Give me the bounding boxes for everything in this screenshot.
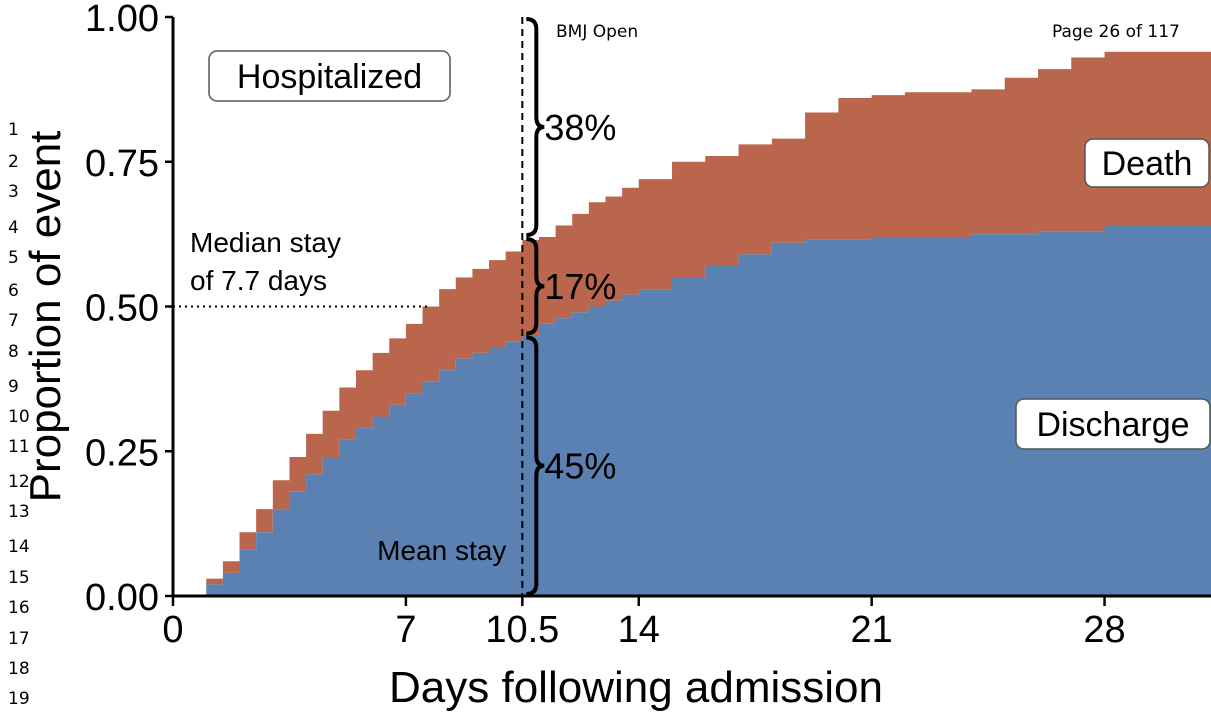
y-axis-title: Proportion of event xyxy=(21,131,70,503)
mean-stay-label: Mean stay xyxy=(377,535,506,566)
y-tick-label: 0.50 xyxy=(85,288,159,330)
x-axis-title: Days following admission xyxy=(389,663,883,712)
line-number: 18 xyxy=(8,659,30,679)
line-number: 6 xyxy=(8,281,19,301)
x-tick-label: 28 xyxy=(1083,609,1125,651)
hospitalized-label-box xyxy=(208,50,451,102)
line-number: 13 xyxy=(8,502,30,522)
line-number: 3 xyxy=(8,182,19,202)
brace-hospitalized xyxy=(526,17,545,238)
median-stay-label: Median stay xyxy=(190,227,341,258)
y-tick-label: 0.25 xyxy=(85,432,159,474)
pct-hospitalized-label: 38% xyxy=(544,107,616,148)
line-number: 11 xyxy=(8,437,30,457)
line-number: 1 xyxy=(8,120,19,140)
line-number: 12 xyxy=(8,472,30,492)
x-tick-label: 7 xyxy=(395,609,416,651)
line-number: 2 xyxy=(8,152,19,172)
x-tick-label: 21 xyxy=(851,609,893,651)
line-number: 7 xyxy=(8,311,19,331)
line-number: 5 xyxy=(8,248,19,268)
page-number: Page 26 of 117 xyxy=(1052,22,1180,42)
line-number: 8 xyxy=(8,342,19,362)
discharge-label-box xyxy=(1015,398,1211,450)
death-label-box xyxy=(1084,138,1210,188)
x-tick-label: 0 xyxy=(162,609,183,651)
y-tick-label: 0.00 xyxy=(85,577,159,619)
x-tick-label: 10.5 xyxy=(485,609,559,651)
median-stay-label: of 7.7 days xyxy=(190,265,327,296)
line-number: 17 xyxy=(8,629,30,649)
line-number: 15 xyxy=(8,568,30,588)
discharge-label: Discharge xyxy=(1036,406,1189,444)
y-tick-label: 0.75 xyxy=(85,143,159,185)
y-tick-label: 1.00 xyxy=(85,0,159,40)
death-area xyxy=(173,17,1211,596)
death-label: Death xyxy=(1102,145,1193,183)
line-number: 14 xyxy=(8,537,30,557)
line-number: 16 xyxy=(8,598,30,618)
hospitalized-label: Hospitalized xyxy=(237,58,422,96)
line-number: 4 xyxy=(8,218,19,238)
line-number: 9 xyxy=(8,377,19,397)
pct-discharge-label: 45% xyxy=(544,446,616,487)
line-number: 10 xyxy=(8,407,30,427)
journal-name: BMJ Open xyxy=(556,22,639,42)
x-tick-label: 14 xyxy=(618,609,660,651)
line-number: 19 xyxy=(8,689,30,709)
discharge-area xyxy=(173,225,1211,596)
pct-death-label: 17% xyxy=(544,266,616,307)
